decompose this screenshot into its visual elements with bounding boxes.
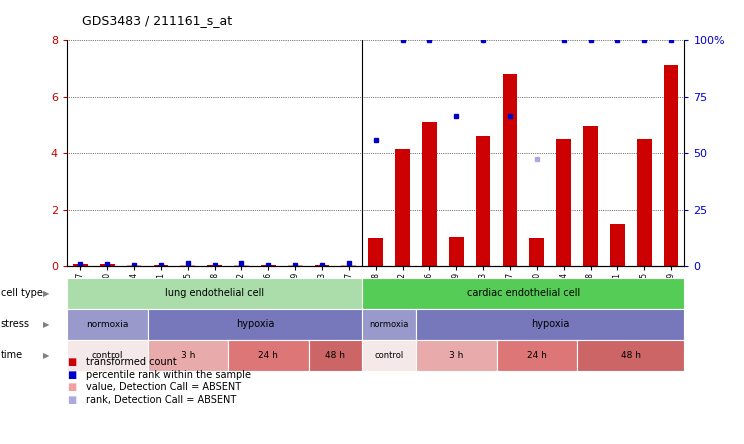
Bar — [73, 264, 88, 266]
Text: ▶: ▶ — [43, 351, 49, 360]
Text: ▶: ▶ — [43, 320, 49, 329]
Bar — [530, 238, 544, 266]
Bar — [610, 224, 625, 266]
Bar — [368, 238, 383, 266]
Text: stress: stress — [1, 319, 30, 329]
Bar — [637, 139, 652, 266]
Bar — [100, 264, 115, 266]
Bar — [503, 74, 517, 266]
Bar — [475, 136, 490, 266]
Text: transformed count: transformed count — [86, 357, 176, 367]
Text: lung endothelial cell: lung endothelial cell — [165, 288, 264, 298]
Bar — [395, 149, 410, 266]
Text: value, Detection Call = ABSENT: value, Detection Call = ABSENT — [86, 382, 241, 392]
Bar — [422, 122, 437, 266]
Text: ■: ■ — [67, 370, 76, 380]
Text: ■: ■ — [67, 357, 76, 367]
Bar — [315, 265, 330, 266]
Text: 24 h: 24 h — [527, 351, 547, 360]
Text: rank, Detection Call = ABSENT: rank, Detection Call = ABSENT — [86, 395, 236, 404]
Bar — [341, 265, 356, 266]
Bar — [126, 265, 141, 266]
Bar — [261, 265, 276, 266]
Text: control: control — [92, 351, 123, 360]
Bar — [153, 265, 168, 266]
Text: ■: ■ — [67, 382, 76, 392]
Text: 48 h: 48 h — [620, 351, 641, 360]
Text: hypoxia: hypoxia — [236, 319, 274, 329]
Text: ▶: ▶ — [43, 289, 49, 297]
Bar — [583, 126, 598, 266]
Text: normoxia: normoxia — [370, 320, 409, 329]
Text: GDS3483 / 211161_s_at: GDS3483 / 211161_s_at — [82, 14, 232, 27]
Text: cell type: cell type — [1, 288, 42, 298]
Bar — [288, 265, 303, 266]
Text: normoxia: normoxia — [86, 320, 129, 329]
Bar — [664, 65, 679, 266]
Text: 3 h: 3 h — [181, 351, 195, 360]
Bar — [234, 265, 248, 266]
Text: 3 h: 3 h — [449, 351, 464, 360]
Text: hypoxia: hypoxia — [531, 319, 569, 329]
Bar — [557, 139, 571, 266]
Text: 48 h: 48 h — [325, 351, 345, 360]
Text: percentile rank within the sample: percentile rank within the sample — [86, 370, 251, 380]
Bar — [208, 265, 222, 266]
Text: control: control — [374, 351, 404, 360]
Text: cardiac endothelial cell: cardiac endothelial cell — [466, 288, 580, 298]
Text: 24 h: 24 h — [258, 351, 278, 360]
Bar — [180, 265, 195, 266]
Bar — [449, 237, 464, 266]
Text: time: time — [1, 350, 23, 360]
Text: ■: ■ — [67, 395, 76, 404]
